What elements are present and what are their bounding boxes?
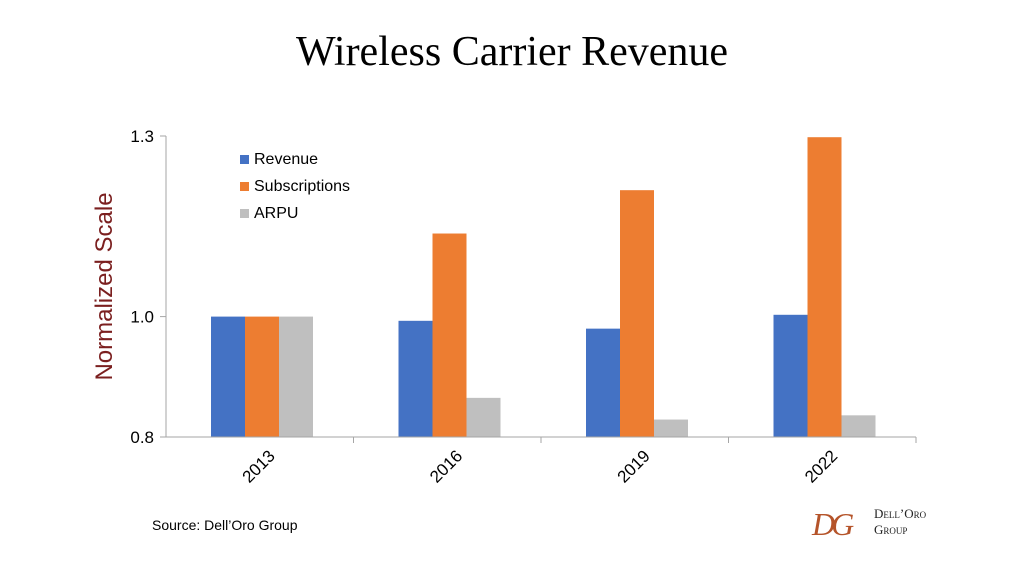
bar-revenue-2013 bbox=[211, 316, 245, 437]
chart-title: Wireless Carrier Revenue bbox=[295, 29, 729, 75]
bar-arpu-2019 bbox=[654, 419, 688, 437]
y-tick-label: 0.8 bbox=[130, 428, 154, 447]
legend: Revenue Subscriptions ARPU bbox=[240, 151, 350, 222]
y-tick-label: 1.0 bbox=[130, 308, 154, 327]
dell-oro-logo: DG Dell’Oro Group bbox=[812, 504, 952, 544]
bar-subscriptions-2016 bbox=[432, 233, 467, 437]
legend-swatch-revenue bbox=[240, 155, 249, 164]
y-axis-label-group: Normalized Scale bbox=[91, 192, 118, 380]
x-tick-label: 2013 bbox=[239, 446, 279, 486]
bars bbox=[211, 137, 876, 438]
bar-revenue-2019 bbox=[586, 328, 620, 437]
logo-line-1: Dell’Oro bbox=[874, 506, 927, 521]
bar-subscriptions-2013 bbox=[245, 316, 279, 437]
bar-subscriptions-2022 bbox=[807, 137, 842, 438]
y-axis-label: Normalized Scale bbox=[91, 192, 118, 380]
logo-text: Dell’Oro Group bbox=[874, 506, 926, 538]
legend-label-arpu: ARPU bbox=[254, 205, 298, 222]
source-note: Source: Dell’Oro Group bbox=[152, 517, 298, 533]
logo-mark: DG bbox=[812, 506, 854, 542]
x-tick-label: 2016 bbox=[426, 446, 466, 486]
legend-swatch-subscriptions bbox=[240, 182, 249, 191]
x-tick-label: 2019 bbox=[614, 446, 654, 486]
legend-label-revenue: Revenue bbox=[254, 151, 318, 168]
bar-revenue-2022 bbox=[773, 314, 808, 437]
bar-subscriptions-2019 bbox=[620, 190, 654, 437]
y-axis-ticks: 0.8 1.0 1.3 bbox=[130, 127, 166, 447]
bar-revenue-2016 bbox=[398, 320, 433, 437]
bar-arpu-2013 bbox=[279, 316, 313, 437]
bar-arpu-2022 bbox=[841, 415, 876, 437]
legend-label-subscriptions: Subscriptions bbox=[254, 178, 350, 195]
logo-line-2: Group bbox=[874, 522, 908, 537]
legend-swatch-arpu bbox=[240, 209, 249, 218]
bar-arpu-2016 bbox=[466, 397, 501, 437]
y-tick-label: 1.3 bbox=[130, 127, 154, 146]
x-axis-ticks: 2013 2016 2019 2022 bbox=[239, 437, 917, 487]
x-tick-label: 2022 bbox=[801, 446, 841, 486]
